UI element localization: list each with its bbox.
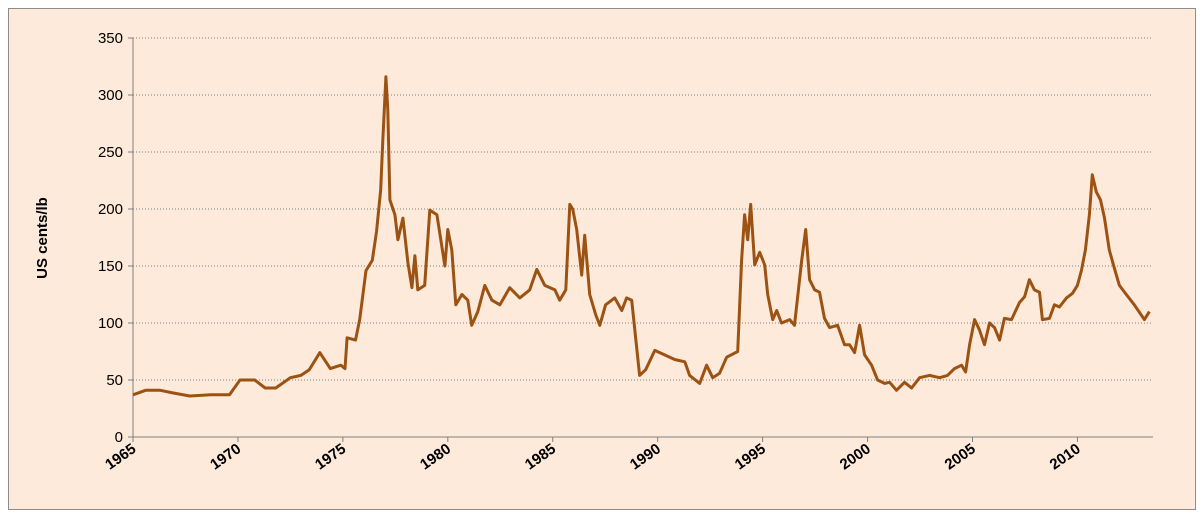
y-tick-label: 250 [98,144,123,161]
y-tick-label: 150 [98,258,123,275]
y-tick-label: 0 [115,429,123,446]
price-line [132,75,1151,398]
y-tick-label: 100 [98,315,123,332]
y-tick-label: 200 [98,201,123,218]
y-tick-label: 300 [98,87,123,104]
y-axis-label: US cents/lb [34,197,51,279]
y-tick-label: 350 [98,30,123,47]
y-tick-label: 50 [106,372,123,389]
chart-frame [8,8,1196,510]
